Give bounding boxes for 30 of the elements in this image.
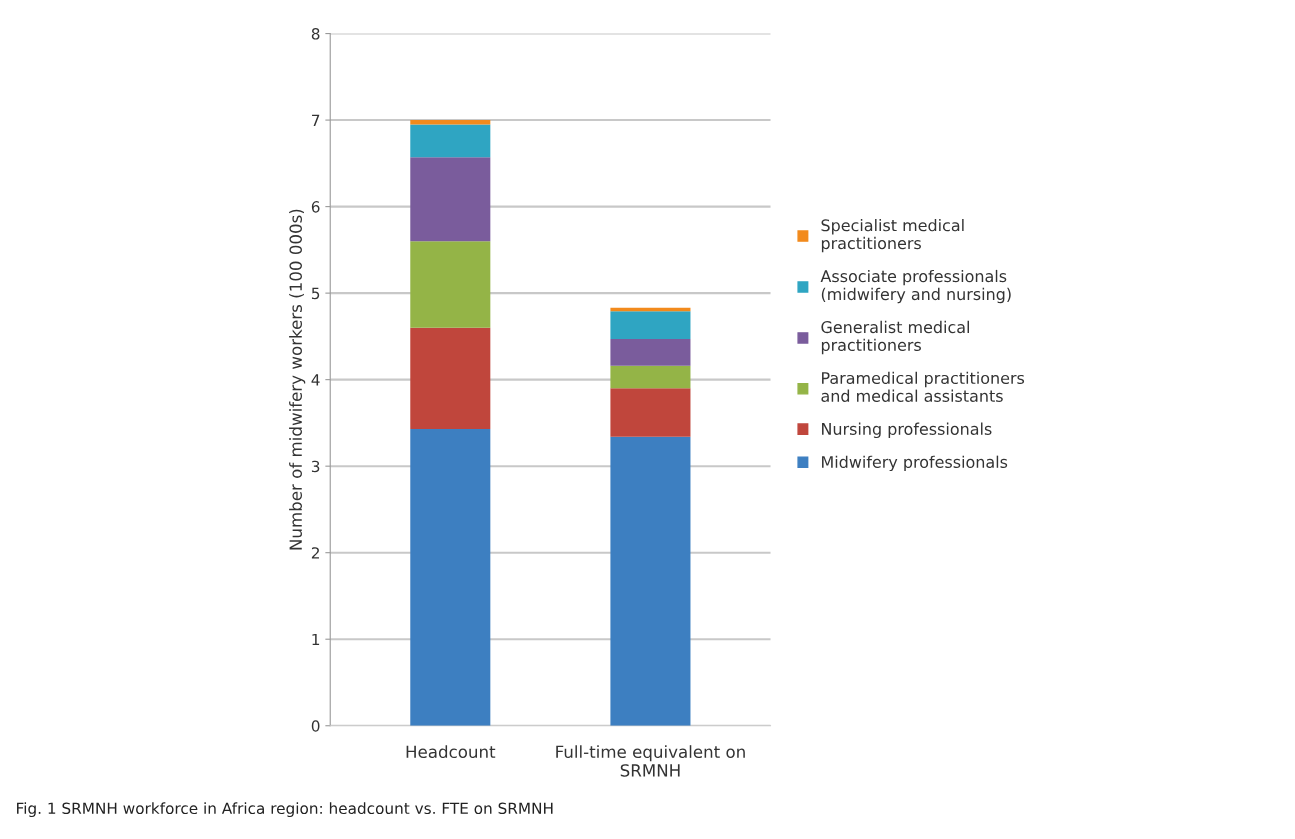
y-tick-label: 7	[312, 114, 320, 126]
legend-label: Specialist medical practitioners	[821, 218, 964, 253]
caption: Fig. 1 SRMNH workforce in Africa region: headcount vs. FTE on SRMNH	[17, 802, 553, 818]
y-tick-label: 8	[311, 28, 320, 40]
legend-label: Nursing professionals	[822, 422, 992, 439]
y-tick-label: 2	[311, 547, 319, 559]
x-tick-label: Headcount	[406, 745, 496, 759]
bar	[610, 338, 691, 366]
y-tick-label: 5	[311, 287, 320, 300]
bar	[410, 241, 491, 328]
bar	[410, 124, 491, 158]
bar	[610, 436, 691, 726]
bar	[610, 311, 691, 339]
bar	[410, 327, 491, 429]
bar	[610, 388, 691, 437]
legend-label: Paramedical practitioners and medical assistants	[821, 371, 1025, 402]
bar	[410, 120, 491, 125]
y-tick-label: 4	[311, 374, 320, 386]
bar	[410, 428, 491, 726]
bar	[410, 157, 491, 242]
y-axis-title: Number of midwifery workers (100 000s)	[289, 209, 306, 550]
legend-label: Generalist medical practitioners	[821, 320, 969, 355]
y-tick-label: 1	[312, 633, 320, 646]
y-tick-label: 0	[311, 720, 320, 732]
x-tick-label: Full-time equivalent on SRMNH	[556, 745, 745, 777]
legend-label: Associate professionals (midwifery and nursing)	[820, 269, 1011, 304]
y-tick-label: 6	[311, 201, 320, 213]
legend-label: Midwifery professionals	[822, 455, 1008, 472]
bar	[610, 365, 691, 389]
y-tick-label: 3	[311, 460, 320, 473]
